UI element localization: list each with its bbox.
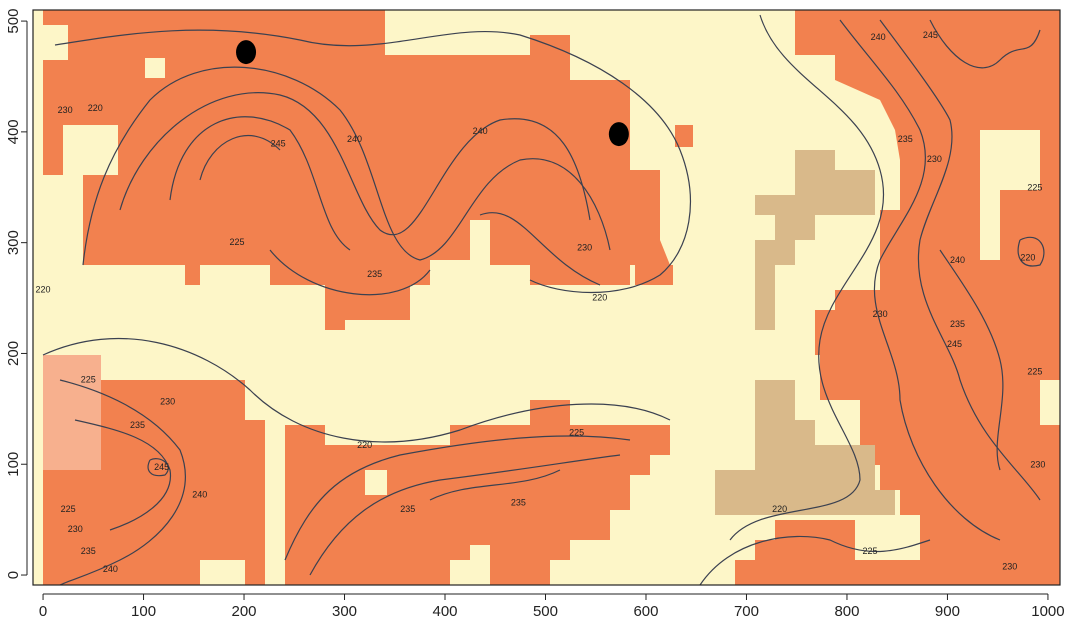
contour-label: 225 bbox=[863, 546, 878, 556]
contour-label: 220 bbox=[357, 440, 372, 450]
x-tick-label: 600 bbox=[633, 603, 658, 620]
x-tick-label: 1000 bbox=[1031, 603, 1064, 620]
contour-label: 245 bbox=[923, 30, 938, 40]
x-tick-label: 500 bbox=[533, 603, 558, 620]
plot-frame bbox=[32, 9, 1061, 586]
contour-label: 225 bbox=[61, 504, 76, 514]
y-tick-label: 500 bbox=[5, 9, 22, 34]
contour-lines bbox=[42, 14, 1045, 586]
contour-label: 235 bbox=[367, 269, 382, 279]
contour-label: 245 bbox=[271, 138, 286, 148]
y-tick-label: 0 bbox=[5, 571, 22, 579]
y-tick-label: 300 bbox=[5, 230, 22, 255]
point bbox=[236, 40, 257, 65]
contour-label: 220 bbox=[88, 103, 103, 113]
contour-label: 230 bbox=[1030, 460, 1045, 470]
y-tick-label: 100 bbox=[5, 452, 22, 477]
contour-label: 220 bbox=[772, 504, 787, 514]
contour-label: 240 bbox=[473, 126, 488, 136]
contour-label: 225 bbox=[229, 237, 244, 247]
contour-label: 225 bbox=[1027, 183, 1042, 193]
contour-label: 225 bbox=[1027, 367, 1042, 377]
light-region bbox=[43, 355, 101, 470]
contour-label: 230 bbox=[873, 309, 888, 319]
contour-label: 230 bbox=[160, 397, 175, 407]
x-tick-label: 700 bbox=[734, 603, 759, 620]
contour-label: 245 bbox=[154, 462, 169, 472]
contour-label: 225 bbox=[81, 374, 96, 384]
contour-label: 245 bbox=[947, 339, 962, 349]
contour-label: 235 bbox=[898, 134, 913, 144]
contour-label: 240 bbox=[103, 564, 118, 574]
contour-label: 225 bbox=[569, 428, 584, 438]
contour-label: 220 bbox=[592, 292, 607, 302]
contour-label: 230 bbox=[58, 105, 73, 115]
contour-label: 230 bbox=[577, 243, 592, 253]
contour-label: 230 bbox=[68, 524, 83, 534]
y-tick-label: 400 bbox=[5, 119, 22, 144]
x-tick-label: 800 bbox=[834, 603, 859, 620]
low-hole bbox=[43, 25, 1060, 495]
contour-label: 240 bbox=[347, 134, 362, 144]
x-tick-label: 900 bbox=[935, 603, 960, 620]
contour-label: 235 bbox=[511, 497, 526, 507]
contour-label: 235 bbox=[400, 504, 415, 514]
x-tick-label: 0 bbox=[39, 603, 47, 620]
contour-label: 240 bbox=[871, 32, 886, 42]
contour-label: 220 bbox=[1020, 253, 1035, 263]
contour-label: 230 bbox=[1002, 562, 1017, 572]
x-tick-label: 400 bbox=[432, 603, 457, 620]
contour-label: 235 bbox=[81, 546, 96, 556]
point bbox=[608, 122, 629, 147]
contour-label: 240 bbox=[950, 255, 965, 265]
contour-label: 235 bbox=[130, 420, 145, 430]
y-tick-label: 200 bbox=[5, 341, 22, 366]
x-tick-label: 300 bbox=[332, 603, 357, 620]
contour-label: 240 bbox=[192, 490, 207, 500]
contour-label: 220 bbox=[36, 285, 51, 295]
tan-region bbox=[715, 150, 895, 515]
x-tick-label: 200 bbox=[232, 603, 257, 620]
contour-label: 235 bbox=[950, 319, 965, 329]
x-tick-label: 100 bbox=[131, 603, 156, 620]
contour-label: 230 bbox=[927, 154, 942, 164]
